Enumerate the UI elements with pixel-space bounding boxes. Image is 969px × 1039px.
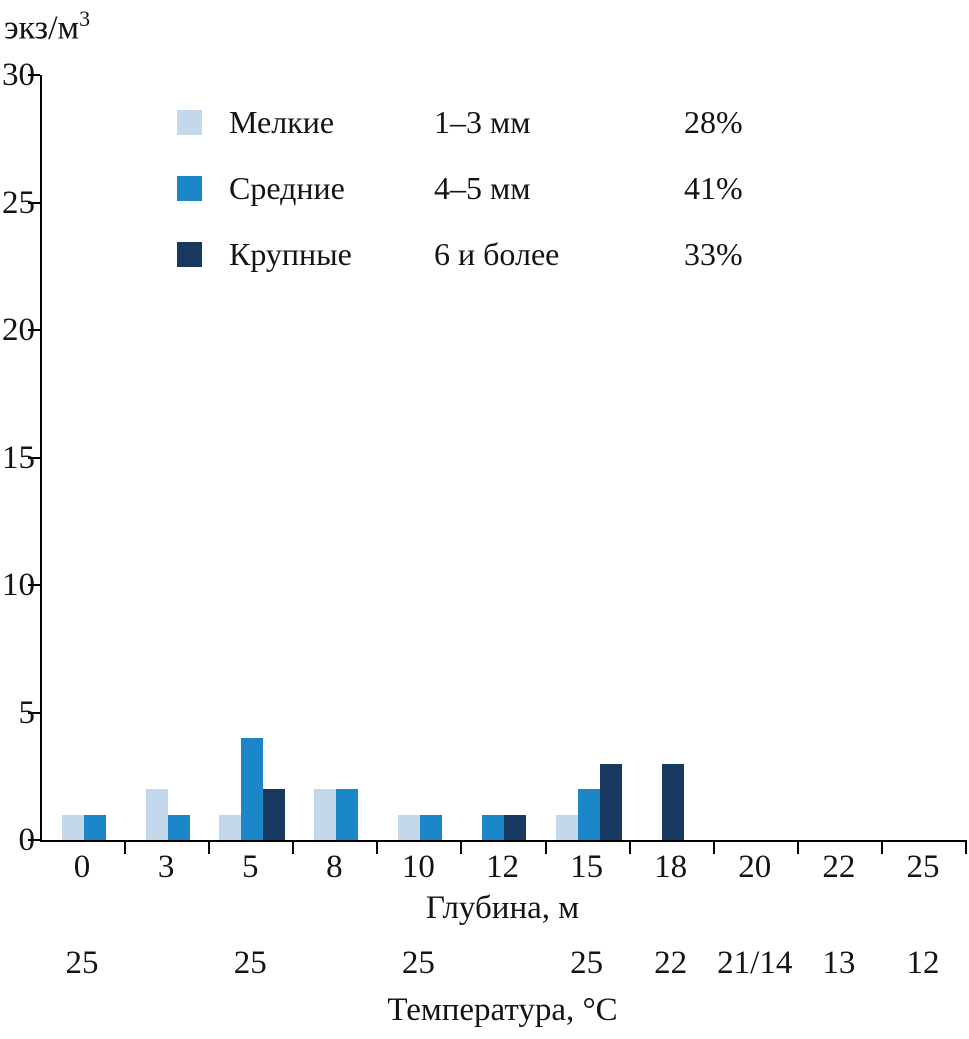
bar-group-depth-25 xyxy=(883,75,967,840)
x-axis-tick xyxy=(880,842,883,854)
temperature-value-1: 25 xyxy=(233,945,267,981)
bar-group-depth-5 xyxy=(210,75,294,840)
temperature-value-4: 22 xyxy=(654,945,688,981)
bar-series0-depth-3 xyxy=(146,789,169,840)
x-tick-label-12: 12 xyxy=(486,849,519,885)
bar-group-depth-12 xyxy=(462,75,546,840)
x-axis-tick xyxy=(124,842,127,854)
y-axis-tick xyxy=(28,839,40,841)
legend-size-large: 6 и более xyxy=(434,236,560,272)
y-axis-unit-superscript: 3 xyxy=(79,6,91,31)
x-tick-label-8: 8 xyxy=(326,849,343,885)
x-axis-tick xyxy=(965,842,967,854)
x-tick-label-22: 22 xyxy=(822,849,856,885)
x-tick-label-0: 0 xyxy=(73,849,91,885)
x-axis-title: Глубина, м xyxy=(425,890,580,926)
bar-series1-depth-15 xyxy=(577,789,600,840)
bar-series2-depth-5 xyxy=(263,789,286,840)
legend-size-small: 1–3 мм xyxy=(434,104,531,140)
x-axis-tick xyxy=(376,842,379,854)
legend: Мелкие 1–3 мм 28% Средние 4–5 мм 41% Кру… xyxy=(177,101,794,275)
x-axis-labels: 0 3 5 8 10 12 15 18 20 22 25 xyxy=(40,846,965,888)
x-tick-label-20: 20 xyxy=(738,849,772,885)
bar-group-depth-3 xyxy=(126,75,210,840)
legend-swatch-small xyxy=(177,109,202,135)
legend-percent-small: 28% xyxy=(684,104,743,140)
bar-series0-depth-5 xyxy=(219,814,242,840)
x-axis-tick xyxy=(796,842,799,854)
legend-name-medium: Средние xyxy=(229,170,345,206)
plot-area: Мелкие 1–3 мм 28% Средние 4–5 мм 41% Кру… xyxy=(28,74,967,854)
x-axis-tick xyxy=(544,842,547,854)
bar-series2-depth-12 xyxy=(504,814,527,840)
bar-series0-depth-8 xyxy=(314,789,337,840)
x-tick-label-15: 15 xyxy=(570,849,604,885)
bar-group-depth-15 xyxy=(547,75,631,840)
bar-series1-depth-12 xyxy=(482,814,505,840)
bar-series1-depth-10 xyxy=(420,814,443,840)
bar-group-depth-10 xyxy=(378,75,462,840)
bar-group-depth-20 xyxy=(715,75,799,840)
temperature-value-6: 13 xyxy=(822,945,856,981)
x-tick-label-10: 10 xyxy=(401,849,435,885)
temperature-axis-title: Температура, °C xyxy=(387,992,618,1028)
bar-series0-depth-0 xyxy=(62,814,85,840)
x-tick-label-3: 3 xyxy=(157,849,175,885)
legend-percent-large: 33% xyxy=(684,236,743,272)
y-axis-tick xyxy=(28,711,40,714)
y-tick-label-0: 0 xyxy=(18,822,36,858)
bar-series1-depth-5 xyxy=(241,738,264,840)
y-axis-tick xyxy=(28,201,40,204)
x-axis-tick xyxy=(292,842,295,854)
bar-group-depth-18 xyxy=(631,75,715,840)
y-tick-label-5: 5 xyxy=(18,694,36,731)
bar-group-depth-0 xyxy=(42,75,126,840)
x-axis-tick xyxy=(208,842,211,854)
legend-swatch-large xyxy=(177,241,202,267)
x-tick-label-18: 18 xyxy=(654,849,688,885)
bar-series2-depth-18 xyxy=(661,763,684,840)
y-axis-tick xyxy=(28,329,40,331)
bar-group-depth-8 xyxy=(294,75,378,840)
bar-series0-depth-15 xyxy=(555,814,578,840)
y-axis-unit: экз/м3 xyxy=(4,6,90,47)
temperature-value-2: 25 xyxy=(401,945,435,981)
y-axis-tick xyxy=(28,584,40,586)
bar-series1-depth-3 xyxy=(168,814,191,840)
temperature-value-7: 12 xyxy=(906,945,940,981)
legend-name-small: Мелкие xyxy=(229,104,335,140)
temperature-value-3: 25 xyxy=(570,945,604,981)
bar-series1-depth-0 xyxy=(84,814,107,840)
x-axis-tick xyxy=(628,842,631,854)
x-axis-tick xyxy=(460,842,463,854)
temperature-value-5: 21/14 xyxy=(717,945,793,981)
legend-size-medium: 4–5 мм xyxy=(434,170,531,206)
bar-series0-depth-10 xyxy=(398,814,421,840)
bar-series1-depth-8 xyxy=(336,789,359,840)
temperature-value-0: 25 xyxy=(65,945,99,981)
x-tick-label-5: 5 xyxy=(241,849,259,885)
y-axis-tick xyxy=(28,456,40,459)
y-axis-unit-text: экз/м xyxy=(4,9,80,47)
legend-name-large: Крупные xyxy=(229,236,352,272)
x-tick-label-25: 25 xyxy=(906,849,940,885)
bar-group-depth-22 xyxy=(799,75,883,840)
y-axis-tick xyxy=(28,74,40,76)
temperature-row: 25 25 25 25 22 21/14 13 12 xyxy=(40,942,965,984)
bar-series2-depth-15 xyxy=(599,763,622,840)
y-axis-labels: 0 5 10 15 20 25 30 xyxy=(0,57,36,858)
x-axis-tick xyxy=(712,842,715,854)
legend-percent-medium: 41% xyxy=(684,170,743,206)
legend-swatch-medium xyxy=(177,175,202,201)
